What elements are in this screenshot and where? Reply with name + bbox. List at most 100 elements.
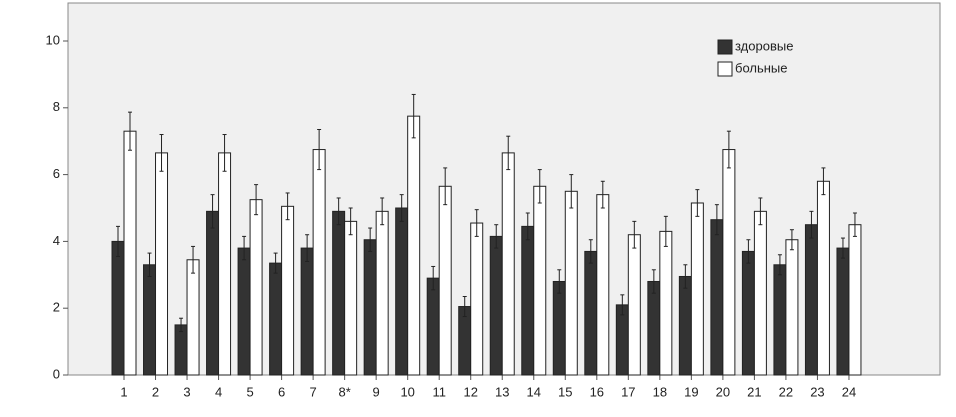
bar — [438, 185, 452, 376]
error-bar — [569, 174, 574, 209]
error-bar — [254, 184, 259, 216]
error-bar — [714, 204, 719, 236]
error-bar — [557, 269, 562, 294]
bar — [647, 280, 661, 376]
bar — [186, 259, 200, 376]
bar — [363, 239, 377, 376]
x-tick-label: 5 — [246, 384, 253, 399]
error-bar — [399, 194, 404, 222]
x-tick-label: 8* — [338, 384, 350, 399]
error-bar — [317, 129, 322, 171]
error-bar — [474, 209, 479, 237]
x-tick-label: 4 — [215, 384, 222, 399]
error-bar — [506, 135, 511, 171]
bar — [773, 264, 787, 376]
bar — [501, 152, 515, 376]
error-bar — [210, 194, 215, 229]
bar — [710, 219, 724, 376]
bar — [426, 277, 440, 376]
bar — [470, 222, 484, 376]
error-bar — [777, 254, 782, 276]
error-bar — [222, 134, 227, 172]
error-bar — [695, 189, 700, 217]
error-bar — [620, 294, 625, 316]
bar — [300, 247, 314, 376]
x-tick-label: 12 — [463, 384, 477, 399]
error-bar — [128, 111, 132, 151]
bar — [533, 185, 547, 376]
bar — [155, 152, 169, 376]
error-bar — [789, 229, 794, 251]
legend-label: больные — [735, 60, 788, 75]
error-bar — [494, 224, 499, 249]
error-bar — [537, 169, 542, 204]
error-bar — [746, 239, 751, 264]
bar — [521, 225, 535, 376]
bar — [584, 250, 598, 376]
bar — [281, 205, 295, 376]
bar — [753, 210, 767, 376]
bar — [804, 224, 818, 376]
x-tick-label: 22 — [779, 384, 793, 399]
x-tick-label: 3 — [183, 384, 190, 399]
error-bar — [336, 197, 341, 226]
bar — [678, 275, 692, 376]
y-tick-label: 10 — [46, 32, 60, 47]
error-bar — [683, 264, 688, 289]
legend-swatch — [717, 61, 733, 77]
legend-label: здоровые — [735, 38, 793, 53]
error-bar — [273, 252, 278, 274]
error-bar — [809, 210, 814, 239]
error-bar — [663, 215, 668, 247]
x-tick-label: 19 — [684, 384, 698, 399]
x-tick-label: 1 — [120, 384, 127, 399]
bar — [218, 152, 232, 376]
bar — [206, 210, 220, 376]
error-bar — [600, 180, 605, 209]
error-bar — [525, 212, 530, 241]
error-bar — [431, 265, 436, 291]
y-tick-label: 2 — [53, 300, 60, 315]
x-tick-label: 14 — [527, 384, 541, 399]
error-bar — [368, 227, 373, 252]
y-tick-label: 0 — [53, 366, 60, 381]
x-tick-label: 10 — [400, 384, 414, 399]
bar — [111, 240, 125, 376]
bar — [375, 210, 389, 376]
error-bar — [348, 207, 353, 236]
y-tick-label: 8 — [53, 99, 60, 114]
x-tick-label: 6 — [278, 384, 285, 399]
error-bar — [651, 269, 656, 294]
error-bar — [411, 93, 416, 139]
bar — [123, 130, 137, 376]
bar — [312, 149, 326, 376]
bar — [659, 230, 673, 376]
bar — [269, 262, 283, 376]
error-bar — [159, 134, 164, 172]
bar — [848, 224, 862, 376]
y-tick-label: 6 — [53, 166, 60, 181]
x-tick-label: 9 — [373, 384, 380, 399]
error-bar — [852, 212, 857, 237]
y-tick-label: 4 — [53, 233, 60, 248]
bar — [395, 207, 409, 376]
bar — [615, 304, 629, 376]
bar — [344, 220, 358, 376]
error-bar — [191, 245, 196, 274]
x-tick-label: 16 — [590, 384, 604, 399]
x-tick-label: 15 — [558, 384, 572, 399]
bar — [690, 202, 704, 376]
bar — [407, 115, 421, 376]
error-bar — [242, 235, 247, 261]
x-tick-label: 21 — [747, 384, 761, 399]
error-bar — [380, 197, 385, 226]
bar — [785, 239, 799, 376]
error-bar — [632, 220, 637, 249]
x-tick-label: 18 — [653, 384, 667, 399]
bar — [741, 250, 755, 376]
error-bar — [758, 197, 763, 226]
error-bar — [840, 237, 845, 259]
bar — [722, 149, 736, 376]
bar — [237, 247, 251, 376]
